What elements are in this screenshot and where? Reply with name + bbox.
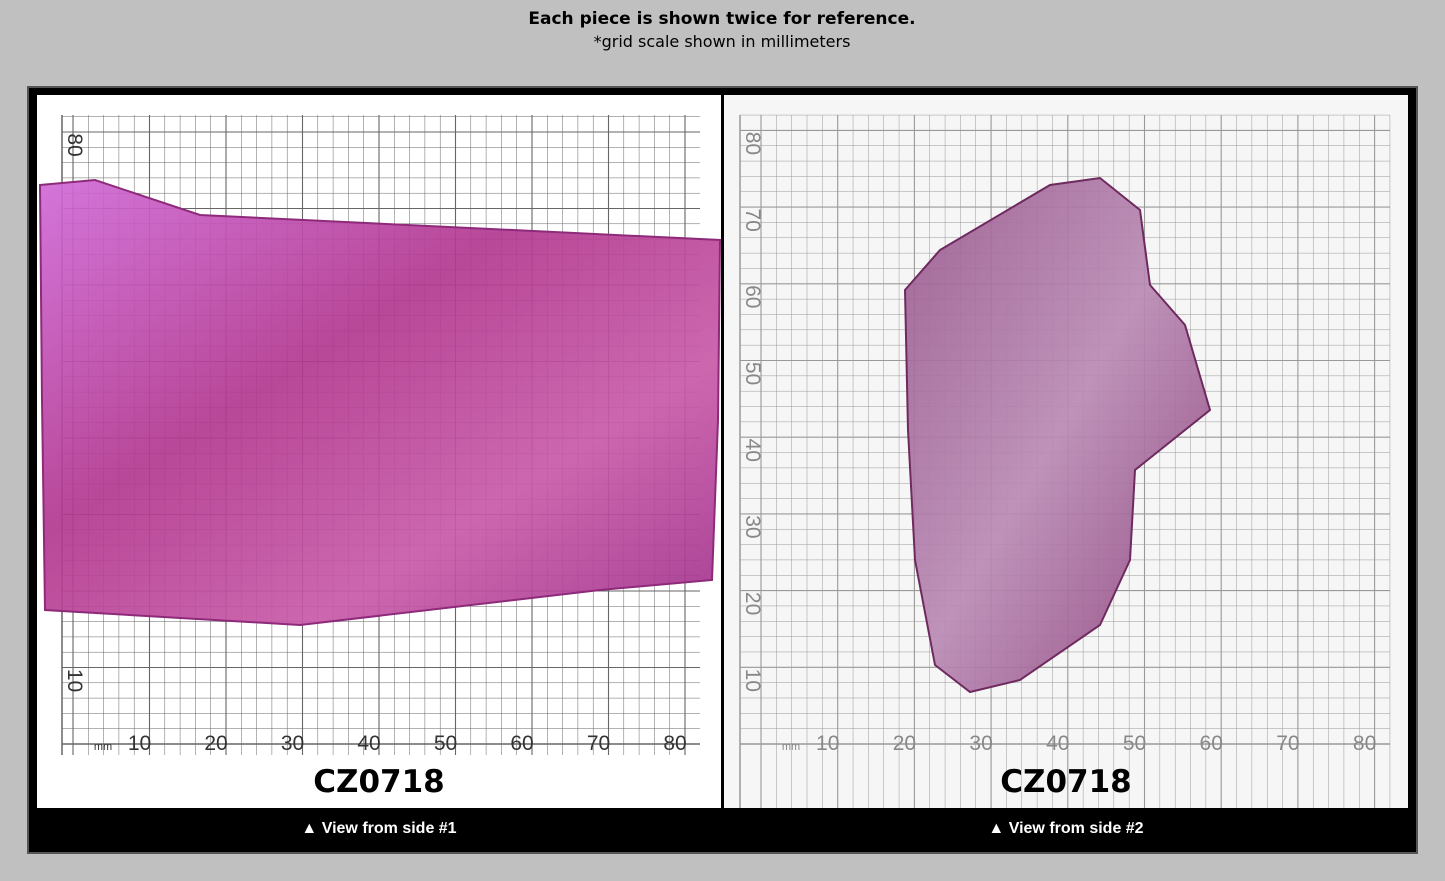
scale-unit: mm	[94, 741, 112, 753]
y-scale-label: 70	[741, 208, 764, 231]
x-scale-label: 60	[1200, 732, 1223, 755]
x-scale-label: 80	[663, 732, 686, 755]
x-scale-label: 50	[434, 732, 457, 755]
x-scale-label: 20	[893, 732, 916, 755]
x-scale-label: 50	[1123, 732, 1146, 755]
x-scale-label: 60	[510, 732, 533, 755]
y-scale-label: 10	[63, 669, 86, 692]
crystal	[903, 176, 1212, 694]
x-scale-label: 40	[1046, 732, 1069, 755]
y-scale-label: 30	[741, 515, 764, 538]
y-scale-label: 80	[741, 132, 764, 155]
x-scale-label: 20	[204, 732, 227, 755]
product-code: CZ0718	[313, 764, 445, 800]
caption: ▲ View from side #1	[301, 820, 456, 837]
x-scale-label: 70	[1276, 732, 1299, 755]
caption: ▲ View from side #2	[988, 820, 1143, 837]
subtitle: *grid scale shown in millimeters	[594, 32, 851, 51]
y-scale-label: 10	[741, 669, 764, 692]
x-scale-label: 30	[969, 732, 992, 755]
x-scale-label: 70	[587, 732, 610, 755]
x-scale-label: 30	[281, 732, 304, 755]
x-scale-label: 10	[816, 732, 839, 755]
y-scale-label: 50	[741, 362, 764, 385]
title: Each piece is shown twice for reference.	[528, 9, 915, 29]
x-scale-label: 10	[128, 732, 151, 755]
scale-unit: mm	[782, 741, 800, 753]
x-scale-label: 40	[357, 732, 380, 755]
y-scale-label: 40	[741, 439, 764, 462]
y-scale-label: 80	[63, 133, 86, 156]
x-scale-label: 80	[1353, 732, 1376, 755]
y-scale-label: 60	[741, 285, 764, 308]
y-scale-label: 20	[741, 592, 764, 615]
photo: mm 10 20 30 40 50 60 70 80 80 70 60 50 40 30 20 10	[739, 114, 1391, 808]
crystal	[38, 178, 721, 627]
photo: mm 10 20 30 40 50 60 70 80 80 10	[38, 115, 721, 755]
product-code: CZ0718	[1000, 764, 1132, 800]
